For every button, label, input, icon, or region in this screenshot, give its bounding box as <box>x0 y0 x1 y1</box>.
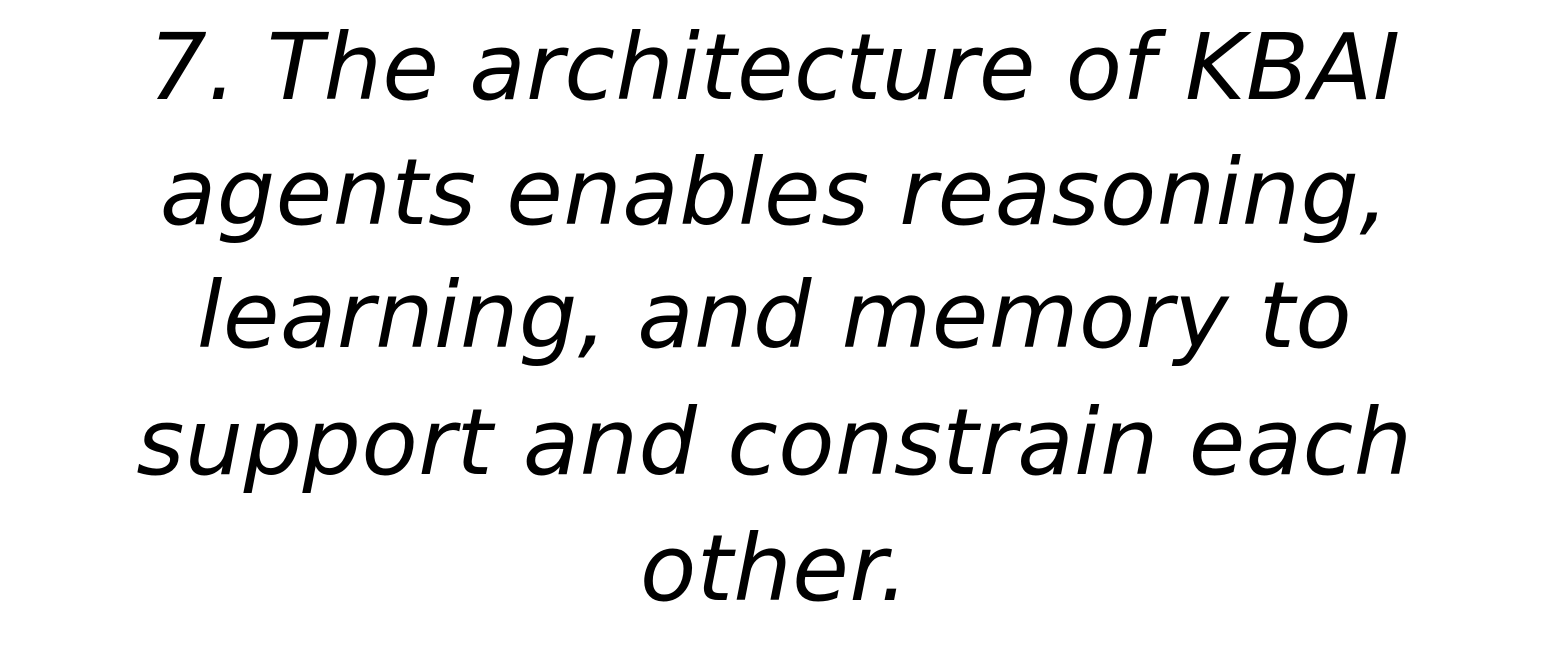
statement-line-2: agents enables reasoning, <box>159 139 1390 246</box>
statement-line-1: 7. The architecture of KBAI <box>148 14 1401 121</box>
statement-line-3: learning, and memory to <box>196 262 1353 369</box>
statement-line-5: other. <box>640 515 909 622</box>
statement-line-4: support and constrain each <box>136 389 1413 496</box>
